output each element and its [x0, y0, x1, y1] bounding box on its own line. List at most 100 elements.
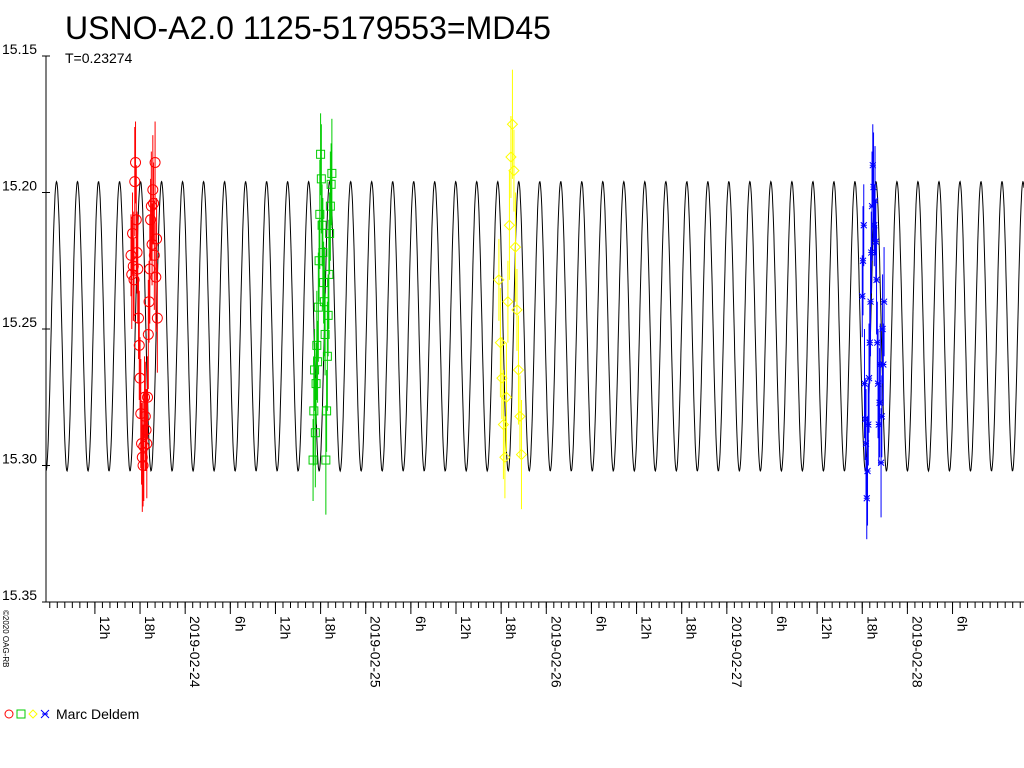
- data-point: [139, 410, 151, 422]
- data-point: [494, 336, 507, 349]
- x-tick-label: 2019-02-28: [909, 616, 925, 688]
- legend-circle-icon: [4, 709, 14, 719]
- data-point: [148, 249, 160, 261]
- data-point: [515, 448, 528, 461]
- data-point: [322, 406, 332, 416]
- data-point: [318, 248, 328, 258]
- data-point: [308, 455, 318, 465]
- data-point: [508, 164, 520, 177]
- data-point: [139, 391, 151, 403]
- data-point: [311, 379, 321, 389]
- data-point: [859, 257, 867, 265]
- data-point: [317, 220, 327, 230]
- data-point: [509, 241, 522, 253]
- x-tick-label: 2019-02-27: [729, 616, 745, 688]
- data-point: [493, 274, 505, 286]
- data-point: [511, 304, 523, 316]
- data-point: [866, 339, 874, 347]
- x-tick-label: 6h: [232, 616, 248, 632]
- y-tick-label: 15.15: [2, 41, 37, 57]
- data-point: [315, 209, 325, 219]
- model-curve: [45, 180, 1024, 473]
- data-point: [142, 391, 154, 403]
- chart-subtitle: T=0.23274: [65, 50, 133, 66]
- data-point: [130, 156, 142, 168]
- data-point: [312, 340, 322, 350]
- data-point: [147, 184, 159, 196]
- x-tick-label: 6h: [413, 616, 429, 632]
- series-3: [858, 124, 888, 540]
- data-point: [863, 494, 871, 502]
- data-point: [325, 201, 335, 211]
- data-point: [858, 292, 866, 300]
- data-points-layer: [125, 69, 888, 540]
- data-point: [326, 179, 336, 189]
- data-point: [865, 374, 873, 382]
- data-point: [503, 219, 516, 231]
- data-point: [145, 214, 157, 226]
- data-point: [864, 467, 871, 475]
- data-point: [873, 276, 880, 284]
- data-point: [321, 455, 331, 465]
- series-1: [308, 113, 337, 515]
- x-tick-label: 2019-02-24: [187, 616, 203, 688]
- data-point: [141, 438, 153, 450]
- data-point: [320, 329, 330, 339]
- x-tick-label: 12h: [277, 616, 293, 639]
- data-point: [861, 380, 868, 387]
- data-point: [871, 197, 879, 205]
- data-point: [864, 421, 872, 428]
- data-point: [309, 406, 319, 416]
- data-point: [151, 312, 163, 324]
- data-point: [150, 271, 162, 283]
- x-tick-label: 12h: [458, 616, 474, 639]
- axes: 15.15 15.20 15.25 15.30 15.35 12h 18h 2019-02-2…: [2, 41, 1024, 688]
- y-tick-label: 15.30: [2, 451, 37, 467]
- data-point: [877, 459, 885, 467]
- x-tick-label: 2019-02-25: [368, 616, 384, 688]
- legend-star-icon: [40, 709, 50, 719]
- data-point: [323, 310, 333, 320]
- legend-square-icon: [16, 709, 26, 719]
- data-point: [131, 247, 143, 259]
- x-tick-label: 2019-02-26: [548, 616, 564, 688]
- model-curve-layer: [45, 180, 1024, 473]
- data-point: [148, 197, 160, 209]
- series-0: [125, 121, 163, 512]
- data-point: [872, 238, 880, 245]
- data-point: [129, 176, 141, 188]
- data-point: [310, 428, 320, 438]
- data-point: [151, 233, 163, 245]
- y-tick-label: 15.20: [2, 178, 37, 194]
- data-point: [319, 278, 329, 288]
- data-point: [140, 424, 152, 436]
- x-tick-label: 12h: [97, 616, 113, 639]
- data-point: [499, 451, 511, 464]
- data-point: [325, 228, 335, 238]
- data-point: [137, 460, 149, 471]
- y-tick-label: 15.35: [2, 587, 37, 603]
- data-point: [880, 298, 888, 306]
- x-tick-label: 12h: [819, 616, 835, 639]
- data-point: [502, 295, 514, 308]
- legend-diamond-icon: [28, 709, 38, 719]
- x-tick-label: 18h: [684, 616, 700, 639]
- x-tick-label: 6h: [593, 616, 609, 632]
- data-point: [130, 214, 142, 226]
- x-tick-label: 6h: [955, 616, 971, 632]
- data-point: [313, 357, 323, 367]
- data-point: [142, 328, 154, 340]
- data-point: [500, 391, 513, 403]
- data-point: [324, 269, 334, 279]
- data-point: [138, 440, 150, 452]
- data-point: [873, 339, 881, 347]
- data-point: [867, 298, 874, 306]
- data-point: [132, 263, 144, 275]
- x-tick-label: 18h: [864, 616, 880, 639]
- series-2: [493, 69, 528, 510]
- legend-label: Marc Deldem: [56, 706, 140, 722]
- data-point: [149, 156, 161, 168]
- data-point: [133, 312, 145, 324]
- data-point: [133, 339, 145, 351]
